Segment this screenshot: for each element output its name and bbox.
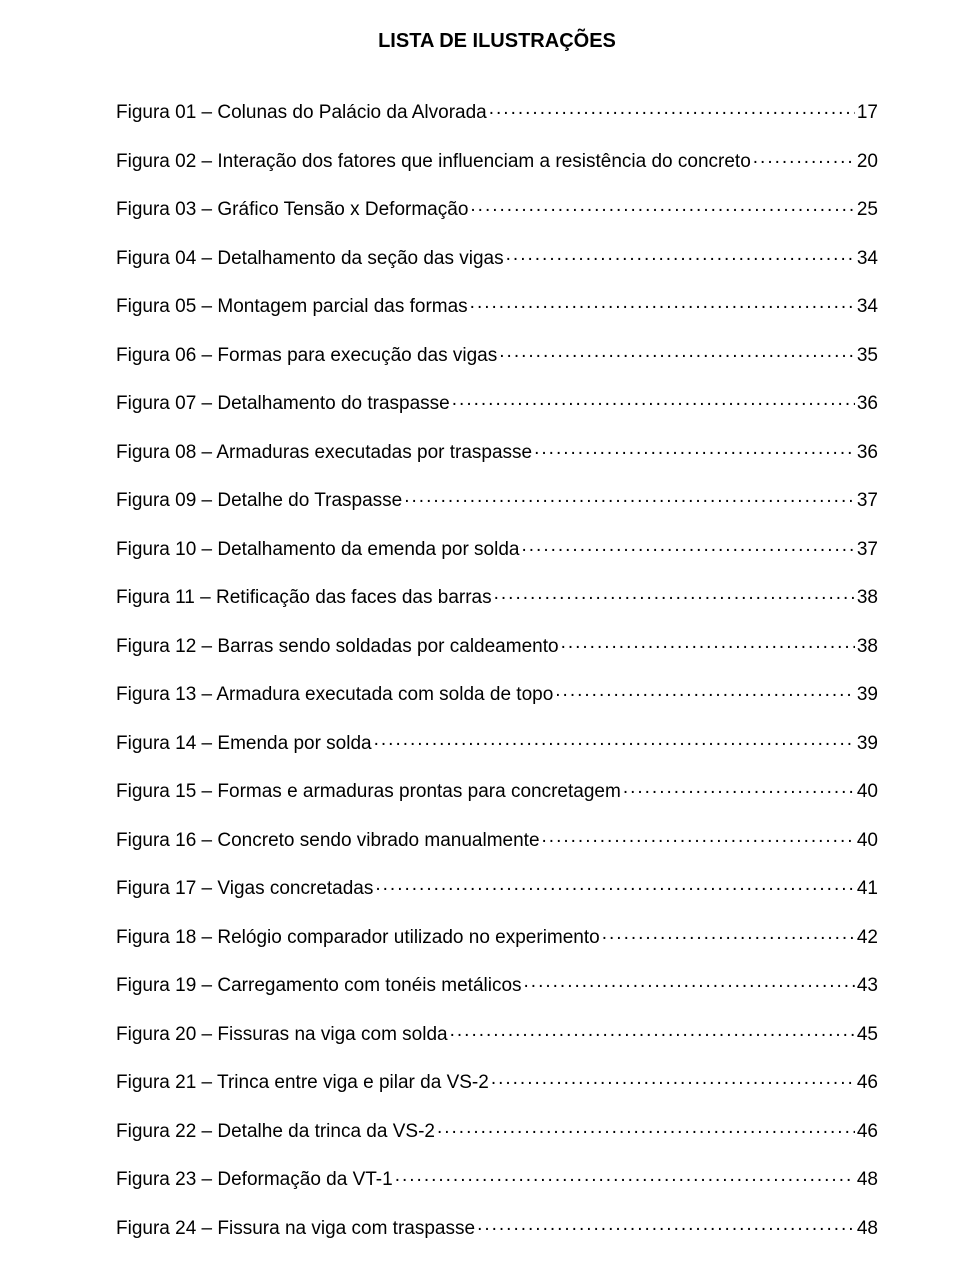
leader-dots <box>470 293 855 312</box>
entry-page: 46 <box>857 1122 878 1141</box>
entry-label: Figura 21 – Trinca entre viga e pilar da… <box>116 1073 489 1092</box>
entry-label: Figura 18 – Relógio comparador utilizado… <box>116 928 600 947</box>
entry-page: 45 <box>857 1025 878 1044</box>
entry-page: 48 <box>857 1170 878 1189</box>
leader-dots <box>602 924 855 943</box>
toc-entry: Figura 18 – Relógio comparador utilizado… <box>116 924 878 947</box>
leader-dots <box>491 1069 855 1088</box>
toc-entry: Figura 11 – Retificação das faces das ba… <box>116 584 878 607</box>
entry-label: Figura 24 – Fissura na viga com traspass… <box>116 1219 475 1238</box>
leader-dots <box>753 148 855 167</box>
entry-label: Figura 13 – Armadura executada com solda… <box>116 685 553 704</box>
leader-dots <box>477 1215 855 1234</box>
entry-label: Figura 02 – Interação dos fatores que in… <box>116 152 751 171</box>
toc-entry: Figura 20 – Fissuras na viga com solda 45 <box>116 1021 878 1044</box>
toc-entry: Figura 19 – Carregamento com tonéis metá… <box>116 972 878 995</box>
leader-dots <box>489 99 855 118</box>
entry-label: Figura 12 – Barras sendo soldadas por ca… <box>116 637 559 656</box>
entry-label: Figura 03 – Gráfico Tensão x Deformação <box>116 200 468 219</box>
leader-dots <box>555 681 855 700</box>
toc-entry: Figura 07 – Detalhamento do traspasse 36 <box>116 390 878 413</box>
toc-entry: Figura 03 – Gráfico Tensão x Deformação 2… <box>116 196 878 219</box>
entry-label: Figura 17 – Vigas concretadas <box>116 879 373 898</box>
entry-page: 20 <box>857 152 878 171</box>
leader-dots <box>437 1118 855 1137</box>
toc-entry: Figura 09 – Detalhe do Traspasse 37 <box>116 487 878 510</box>
entry-label: Figura 19 – Carregamento com tonéis metá… <box>116 976 522 995</box>
entry-label: Figura 11 – Retificação das faces das ba… <box>116 588 492 607</box>
leader-dots <box>623 778 855 797</box>
entry-page: 34 <box>857 297 878 316</box>
toc-entry: Figura 10 – Detalhamento da emenda por s… <box>116 536 878 559</box>
entry-page: 42 <box>857 928 878 947</box>
entry-label: Figura 08 – Armaduras executadas por tra… <box>116 443 532 462</box>
entry-page: 41 <box>857 879 878 898</box>
entry-label: Figura 16 – Concreto sendo vibrado manua… <box>116 831 540 850</box>
entry-label: Figura 06 – Formas para execução das vig… <box>116 346 497 365</box>
leader-dots <box>561 633 855 652</box>
toc-entry: Figura 17 – Vigas concretadas 41 <box>116 875 878 898</box>
toc-entry: Figura 24 – Fissura na viga com traspass… <box>116 1215 878 1238</box>
entry-page: 39 <box>857 685 878 704</box>
toc-entry: Figura 14 – Emenda por solda 39 <box>116 730 878 753</box>
entry-page: 38 <box>857 588 878 607</box>
entry-label: Figura 04 – Detalhamento da seção das vi… <box>116 249 504 268</box>
leader-dots <box>450 1021 855 1040</box>
toc-entry: Figura 13 – Armadura executada com solda… <box>116 681 878 704</box>
leader-dots <box>452 390 855 409</box>
entry-label: Figura 07 – Detalhamento do traspasse <box>116 394 450 413</box>
toc-entry: Figura 04 – Detalhamento da seção das vi… <box>116 245 878 268</box>
entry-page: 48 <box>857 1219 878 1238</box>
entry-label: Figura 22 – Detalhe da trinca da VS-2 <box>116 1122 435 1141</box>
leader-dots <box>494 584 855 603</box>
leader-dots <box>375 875 854 894</box>
page: LISTA DE ILUSTRAÇÕES Figura 01 – Colunas… <box>0 0 960 1278</box>
entry-label: Figura 05 – Montagem parcial das formas <box>116 297 468 316</box>
list-title: LISTA DE ILUSTRAÇÕES <box>116 30 878 53</box>
toc-entry: Figura 02 – Interação dos fatores que in… <box>116 148 878 171</box>
toc-entry: Figura 15 – Formas e armaduras prontas p… <box>116 778 878 801</box>
leader-dots <box>374 730 855 749</box>
leader-dots <box>395 1166 855 1185</box>
entry-page: 37 <box>857 540 878 559</box>
entry-label: Figura 01 – Colunas do Palácio da Alvora… <box>116 103 487 122</box>
leader-dots <box>521 536 854 555</box>
leader-dots <box>506 245 855 264</box>
entry-page: 34 <box>857 249 878 268</box>
leader-dots <box>404 487 855 506</box>
entry-page: 37 <box>857 491 878 510</box>
entry-label: Figura 14 – Emenda por solda <box>116 734 372 753</box>
toc-entry: Figura 21 – Trinca entre viga e pilar da… <box>116 1069 878 1092</box>
leader-dots <box>499 342 855 361</box>
entry-page: 40 <box>857 831 878 850</box>
leader-dots <box>524 972 855 991</box>
entry-page: 39 <box>857 734 878 753</box>
entry-page: 40 <box>857 782 878 801</box>
toc-entry: Figura 01 – Colunas do Palácio da Alvora… <box>116 99 878 122</box>
leader-dots <box>542 827 855 846</box>
entry-label: Figura 20 – Fissuras na viga com solda <box>116 1025 448 1044</box>
entry-page: 35 <box>857 346 878 365</box>
entry-page: 38 <box>857 637 878 656</box>
entry-label: Figura 09 – Detalhe do Traspasse <box>116 491 402 510</box>
toc-entry: Figura 05 – Montagem parcial das formas 3… <box>116 293 878 316</box>
entry-label: Figura 10 – Detalhamento da emenda por s… <box>116 540 519 559</box>
toc-entry: Figura 16 – Concreto sendo vibrado manua… <box>116 827 878 850</box>
entry-page: 36 <box>857 394 878 413</box>
toc-entry: Figura 06 – Formas para execução das vig… <box>116 342 878 365</box>
leader-dots <box>534 439 855 458</box>
entry-label: Figura 15 – Formas e armaduras prontas p… <box>116 782 621 801</box>
entry-page: 43 <box>857 976 878 995</box>
toc-entry: Figura 23 – Deformação da VT-1 48 <box>116 1166 878 1189</box>
entry-page: 17 <box>857 103 878 122</box>
toc-entry: Figura 08 – Armaduras executadas por tra… <box>116 439 878 462</box>
entry-page: 46 <box>857 1073 878 1092</box>
entries-container: Figura 01 – Colunas do Palácio da Alvora… <box>116 99 878 1238</box>
toc-entry: Figura 22 – Detalhe da trinca da VS-2 46 <box>116 1118 878 1141</box>
entry-page: 36 <box>857 443 878 462</box>
entry-label: Figura 23 – Deformação da VT-1 <box>116 1170 393 1189</box>
leader-dots <box>470 196 854 215</box>
toc-entry: Figura 12 – Barras sendo soldadas por ca… <box>116 633 878 656</box>
entry-page: 25 <box>857 200 878 219</box>
